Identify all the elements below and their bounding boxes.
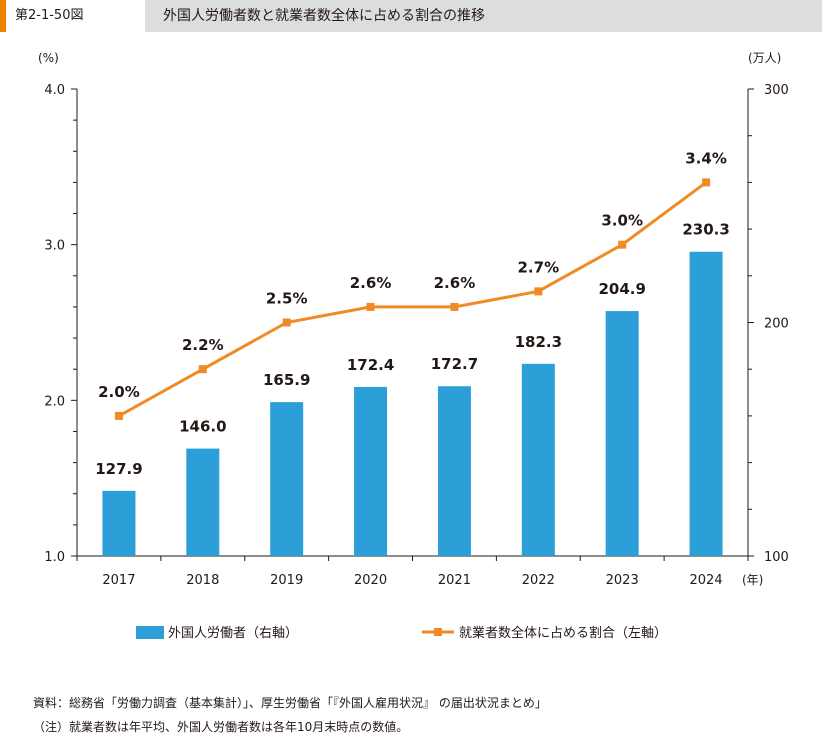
source-note: 資料：総務省「労働力調査（基本集計）」、厚生労働省「『外国人雇用状況』 の届出状…: [33, 696, 547, 710]
footnote: （注）就業者数は年平均、外国人労働者数は各年10月末時点の数値。: [33, 720, 409, 734]
x-tick-label: 2018: [186, 573, 219, 588]
share-value-label: 2.6%: [434, 274, 476, 292]
share-marker-2022: [534, 287, 543, 296]
left-axis-unit: (%): [38, 51, 59, 65]
share-marker-2024: [702, 178, 711, 187]
bar-value-label: 204.9: [598, 280, 645, 298]
share-value-label: 2.7%: [518, 258, 560, 276]
bar-value-label: 172.7: [431, 355, 478, 373]
bar-value-label: 146.0: [179, 418, 226, 436]
legend-line-marker: [434, 628, 442, 636]
share-marker-2023: [618, 240, 627, 249]
bar-2019: [270, 402, 304, 556]
bar-2020: [354, 386, 388, 556]
bar-value-label: 230.3: [682, 221, 729, 239]
x-tick-label: 2020: [354, 573, 387, 588]
right-tick-label: 200: [764, 317, 789, 332]
figure-title: 外国人労働者数と就業者数全体に占める割合の推移: [163, 8, 485, 24]
x-tick-label: 2019: [270, 573, 303, 588]
left-tick-label: 2.0: [44, 394, 65, 409]
share-line: [118, 181, 707, 418]
x-tick-label: 2023: [606, 573, 639, 588]
legend-bar-swatch: [136, 626, 164, 639]
bar-2018: [186, 448, 220, 556]
share-value-label: 2.2%: [182, 336, 224, 354]
share-value-label: 2.5%: [266, 290, 308, 308]
right-tick-label: 100: [764, 550, 789, 565]
x-tick-label: 2021: [438, 573, 471, 588]
bar-value-label: 172.4: [347, 356, 394, 374]
x-tick-label: 2022: [522, 573, 555, 588]
share-value-label: 2.0%: [98, 383, 140, 401]
right-tick-label: 300: [764, 83, 789, 98]
share-marker-2020: [366, 302, 375, 311]
bar-value-label: 182.3: [515, 333, 562, 351]
bar-2024: [689, 251, 723, 556]
bar-2023: [605, 311, 639, 556]
share-value-label: 3.4%: [685, 149, 727, 167]
share-marker-2021: [450, 302, 459, 311]
bar-2022: [521, 363, 555, 556]
share-marker-2017: [114, 411, 123, 420]
share-value-label: 2.6%: [350, 274, 392, 292]
x-tick-label: 2017: [102, 573, 135, 588]
x-axis-unit: (年): [742, 573, 763, 587]
bar-value-label: 165.9: [263, 371, 310, 389]
x-tick-label: 2024: [690, 573, 723, 588]
left-tick-label: 4.0: [44, 83, 65, 98]
legend-bar-label: 外国人労働者（右軸）: [168, 626, 298, 640]
share-value-label: 3.0%: [601, 212, 643, 230]
figure-header: 第2-1-50図 外国人労働者数と就業者数全体に占める割合の推移: [0, 0, 822, 32]
share-marker-2018: [198, 365, 207, 374]
bar-value-label: 127.9: [95, 460, 142, 478]
chart: 1.0 2.0 3.0 4.0 100 200 300 2017 2018 2019 2020 202…: [38, 51, 789, 640]
left-tick-label: 3.0: [44, 239, 65, 254]
share-marker-2019: [282, 318, 291, 327]
legend: 外国人労働者（右軸） 就業者数全体に占める割合（左軸）: [136, 625, 667, 640]
figure-number: 第2-1-50図: [0, 0, 145, 32]
bar-2021: [437, 386, 471, 556]
right-axis-unit: (万人): [748, 51, 781, 65]
left-tick-label: 1.0: [44, 550, 65, 565]
bar-2017: [102, 490, 136, 556]
legend-line-label: 就業者数全体に占める割合（左軸）: [459, 625, 667, 640]
